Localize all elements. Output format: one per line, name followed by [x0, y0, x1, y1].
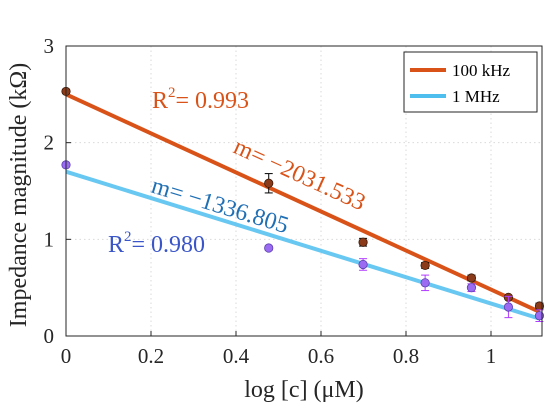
r2-annotation-1mhz: R2= 0.980	[108, 229, 205, 258]
legend: 100 kHz 1 MHz	[403, 51, 538, 113]
y-axis-label: Impedance magnitude (kΩ)	[6, 63, 32, 327]
fit-lines	[65, 92, 541, 321]
y-tick-label: 2	[44, 131, 55, 155]
marker	[264, 178, 274, 188]
x-tick-label: 0.4	[223, 344, 250, 368]
data-points	[61, 86, 545, 322]
marker	[420, 278, 430, 288]
legend-box	[403, 51, 538, 113]
x-tick-label: 1	[486, 344, 497, 368]
grid	[66, 46, 542, 336]
data-point-100khz	[358, 237, 368, 247]
data-point-100khz	[420, 260, 430, 271]
plot-frame	[65, 45, 543, 337]
data-point-1mhz	[264, 243, 274, 253]
data-point-100khz	[264, 173, 274, 194]
marker	[503, 302, 514, 312]
data-point-1mhz	[420, 274, 430, 292]
x-tick-label: 0.6	[308, 344, 334, 368]
x-axis-label: log [c] (μM)	[244, 377, 364, 403]
data-point-1mhz	[503, 295, 514, 319]
marker	[466, 273, 477, 283]
marker	[420, 260, 430, 271]
r2-value-1mhz: = 0.980	[132, 232, 206, 258]
x-tick-label: 0	[61, 344, 72, 368]
r2-value-100khz: = 0.993	[176, 88, 250, 114]
legend-label-1mhz: 1 MHz	[452, 87, 500, 106]
x-tick-labels: 0 0.2 0.4 0.6 0.8 1	[61, 331, 497, 368]
x-tick-label: 0.2	[138, 344, 164, 368]
y-tick-label: 1	[44, 227, 55, 251]
y-tick-label: 3	[44, 34, 55, 58]
x-tick-label: 0.8	[393, 344, 419, 368]
fit-line-1mhz	[65, 169, 541, 321]
marker	[264, 243, 274, 253]
marker	[466, 283, 477, 293]
data-point-1mhz	[358, 258, 368, 271]
marker	[358, 237, 368, 247]
data-point-1mhz	[466, 283, 477, 293]
marker	[358, 259, 368, 270]
r2-annotation-100khz: R2= 0.993	[152, 85, 249, 114]
fit-line-100khz	[65, 92, 541, 314]
legend-label-100khz: 100 kHz	[452, 61, 511, 80]
y-tick-label: 0	[44, 324, 55, 348]
data-point-100khz	[466, 273, 477, 283]
